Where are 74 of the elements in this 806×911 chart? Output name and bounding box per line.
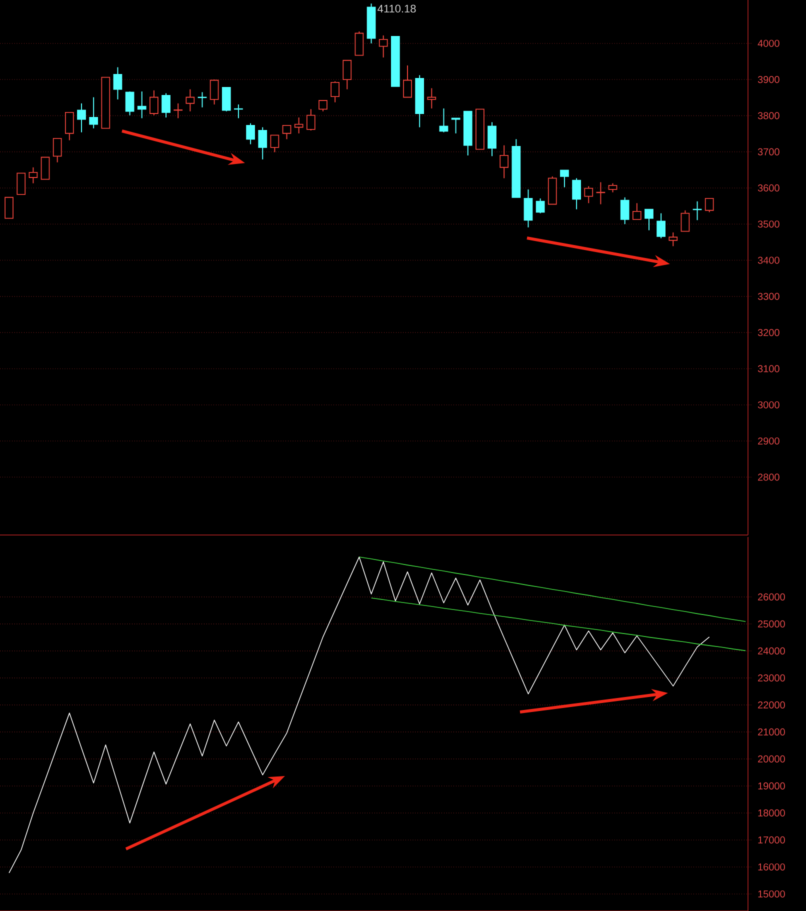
candlestick — [162, 92, 170, 118]
candlestick — [40, 156, 50, 180]
candlestick — [282, 124, 292, 140]
y-tick-label: 25000 — [758, 620, 785, 628]
candlestick — [210, 79, 219, 105]
candlestick — [488, 122, 496, 157]
candlestick — [137, 90, 146, 119]
candlestick — [150, 90, 158, 116]
candlestick — [16, 172, 26, 195]
candlestick — [258, 126, 268, 160]
candlestick — [306, 108, 316, 131]
candlestick — [668, 232, 678, 247]
candlestick — [330, 80, 340, 103]
y-tick-label: 19000 — [758, 782, 785, 790]
candlestick — [584, 186, 594, 204]
y-tick-label: 26000 — [758, 593, 785, 600]
candlestick — [113, 66, 122, 100]
candlestick — [318, 100, 328, 112]
candlestick — [4, 196, 14, 219]
y-tick-label: 21000 — [758, 728, 785, 736]
candlestick — [186, 88, 195, 112]
y-tick-label: 3300 — [758, 292, 780, 300]
candlestick — [125, 90, 134, 116]
y-tick-label: 16000 — [758, 863, 785, 871]
line-series — [358, 556, 746, 622]
candlestick — [64, 112, 74, 141]
y-tick-label: 18000 — [758, 809, 785, 817]
candlestick — [403, 64, 412, 98]
candlestick — [246, 122, 255, 145]
line-series — [370, 598, 746, 652]
line-series — [8, 556, 710, 874]
candlestick — [342, 60, 352, 90]
y-tick-label: 3000 — [758, 401, 780, 408]
y-tick-label: 3400 — [758, 256, 780, 264]
y-tick-label: 3200 — [758, 329, 780, 336]
y-tick-label: 3500 — [758, 220, 780, 228]
candlestick — [28, 166, 38, 184]
candlestick — [524, 188, 533, 228]
y-tick-label: 4000 — [758, 40, 780, 47]
y-tick-label: 3900 — [758, 76, 780, 84]
y-tick-label: 24000 — [758, 647, 785, 654]
y-tick-label: 20000 — [758, 755, 785, 762]
candlestick — [644, 208, 654, 231]
candlestick — [294, 116, 304, 134]
candlestick — [632, 202, 642, 220]
candlestick — [427, 88, 436, 109]
y-tick-label: 17000 — [758, 836, 785, 844]
annotation: 4110.18 — [378, 4, 416, 13]
candlestick — [704, 198, 714, 213]
candlestick — [222, 86, 231, 112]
candlestick — [536, 198, 545, 214]
candlestick — [354, 30, 364, 56]
candlestick — [656, 212, 666, 239]
candlestick — [500, 144, 509, 179]
candlestick — [89, 96, 98, 129]
candlestick — [560, 170, 569, 188]
candlestick — [608, 182, 618, 193]
candlestick — [77, 102, 86, 133]
candlestick — [572, 178, 581, 210]
candlestick — [620, 196, 630, 225]
candlestick — [378, 34, 388, 58]
candlestick — [439, 108, 448, 133]
y-tick-label: 2900 — [758, 437, 780, 445]
candlestick — [52, 138, 62, 163]
y-tick-label: 15000 — [758, 890, 785, 898]
y-tick-label: 2800 — [758, 474, 780, 481]
y-tick-label: 3700 — [758, 148, 780, 156]
y-tick-label: 3600 — [758, 184, 780, 192]
candlestick — [270, 134, 280, 153]
y-tick-label: 23000 — [758, 674, 785, 682]
candlestick — [680, 210, 690, 232]
y-tick-label: 3100 — [758, 365, 780, 372]
y-tick-label: 3800 — [758, 112, 780, 120]
y-tick-label: 22000 — [758, 701, 785, 708]
